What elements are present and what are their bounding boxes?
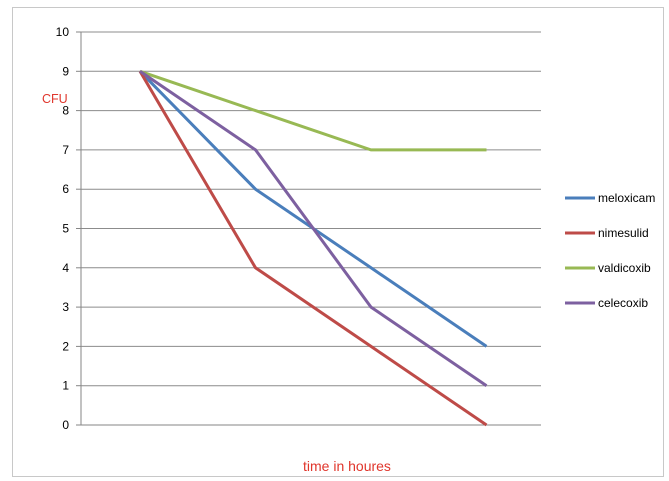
axes: 0 1 2 3 4 5 6 7 8 9 10: [56, 25, 541, 432]
y-tick-label: 8: [62, 104, 69, 118]
legend: meloxicam nimesulid valdicoxib celecoxib: [565, 191, 655, 310]
series-line-valdicoxib: [139, 69, 487, 152]
y-tick-label: 6: [62, 182, 69, 196]
y-tick-label: 1: [62, 379, 69, 393]
legend-label-nimesulid: nimesulid: [598, 226, 649, 240]
legend-label-valdicoxib: valdicoxib: [598, 261, 651, 275]
gridlines: [81, 31, 541, 387]
legend-label-meloxicam: meloxicam: [598, 191, 655, 205]
y-tick-label: 0: [62, 418, 69, 432]
y-axis-label: CFU: [42, 92, 68, 106]
y-tick-label: 5: [62, 222, 69, 236]
series-lines: [138, 69, 488, 427]
x-axis-label: time in houres: [303, 458, 391, 474]
y-tick-label: 7: [62, 143, 69, 157]
y-tick-label: 9: [62, 64, 69, 78]
series-line-meloxicam: [138, 70, 488, 348]
y-tick-label: 2: [62, 339, 69, 353]
legend-label-celecoxib: celecoxib: [598, 296, 648, 310]
y-tick-label: 10: [56, 25, 70, 39]
series-line-celecoxib: [139, 70, 488, 387]
y-tick-label: 3: [62, 300, 69, 314]
series-line-nimesulid: [138, 70, 488, 427]
chart-area: 0 1 2 3 4 5 6 7 8 9 10 meloxicam nimesulid valdicoxi…: [12, 7, 664, 477]
line-chart: 0 1 2 3 4 5 6 7 8 9 10 meloxicam nimesulid valdicoxi…: [42, 25, 655, 474]
y-tick-label: 4: [62, 261, 69, 275]
